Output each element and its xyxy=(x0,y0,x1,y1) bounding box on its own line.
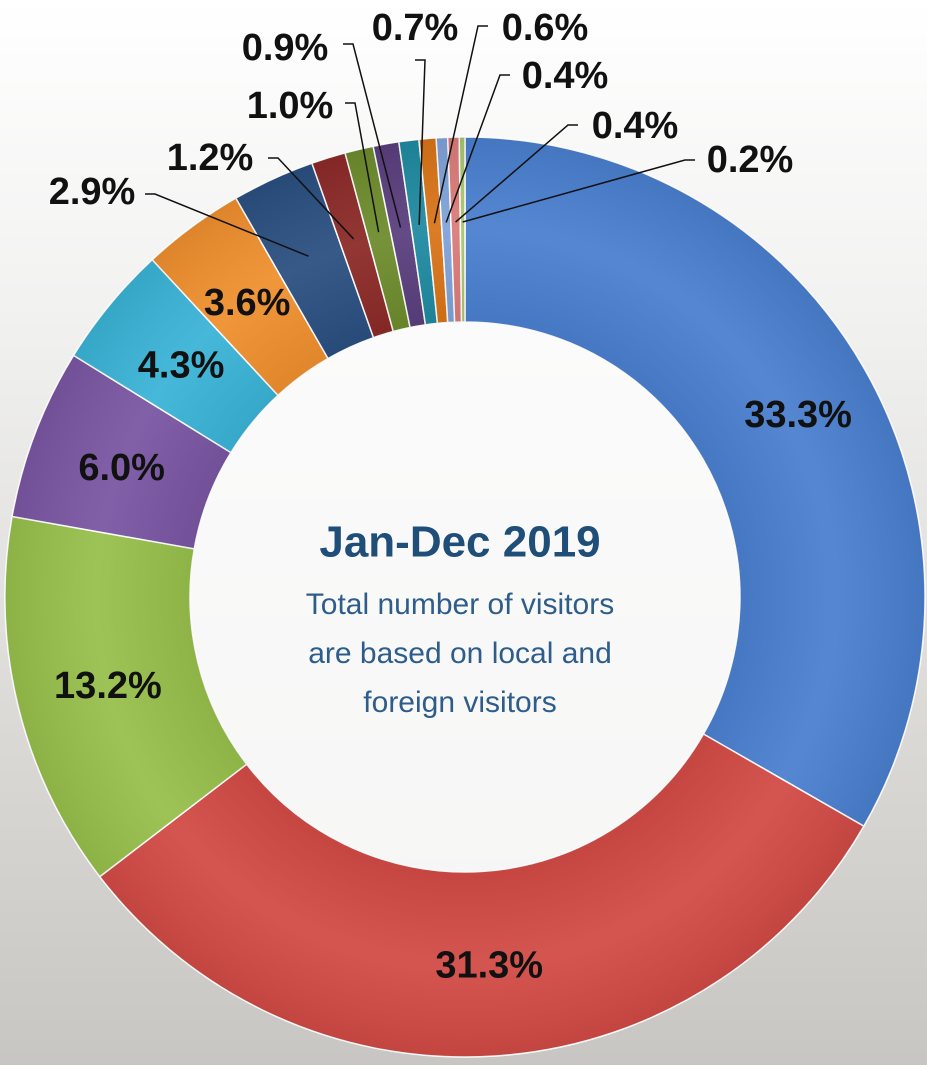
leader-line xyxy=(145,193,309,257)
subtitle-line: foreign visitors xyxy=(363,686,556,719)
data-label: 33.3% xyxy=(744,394,852,436)
data-label: 0.7% xyxy=(372,7,459,49)
data-label: 3.6% xyxy=(204,282,291,324)
data-label: 1.0% xyxy=(247,85,334,127)
leader-line xyxy=(433,25,488,224)
leader-line xyxy=(345,102,380,233)
data-label: 31.3% xyxy=(435,945,543,987)
data-label: 4.3% xyxy=(138,345,225,387)
data-label: 2.9% xyxy=(49,171,136,213)
data-label: 0.2% xyxy=(707,139,794,181)
data-label: 6.0% xyxy=(78,447,165,489)
leader-line xyxy=(268,157,355,240)
subtitle-line: are based on local and xyxy=(308,637,612,670)
data-label: 0.4% xyxy=(592,105,679,147)
leader-line xyxy=(455,124,578,223)
chart-title: Jan-Dec 2019 xyxy=(319,518,600,567)
hole xyxy=(190,322,740,872)
data-label: 0.4% xyxy=(522,55,609,97)
data-label: 0.6% xyxy=(502,7,589,49)
leader-line xyxy=(415,59,426,225)
data-label: 13.2% xyxy=(54,665,162,707)
data-label: 0.9% xyxy=(242,27,329,69)
subtitle-line: Total number of visitors xyxy=(306,588,614,621)
leader-line xyxy=(462,159,695,223)
leader-line xyxy=(343,43,402,228)
data-label: 1.2% xyxy=(167,137,254,179)
leader-line xyxy=(445,74,510,223)
